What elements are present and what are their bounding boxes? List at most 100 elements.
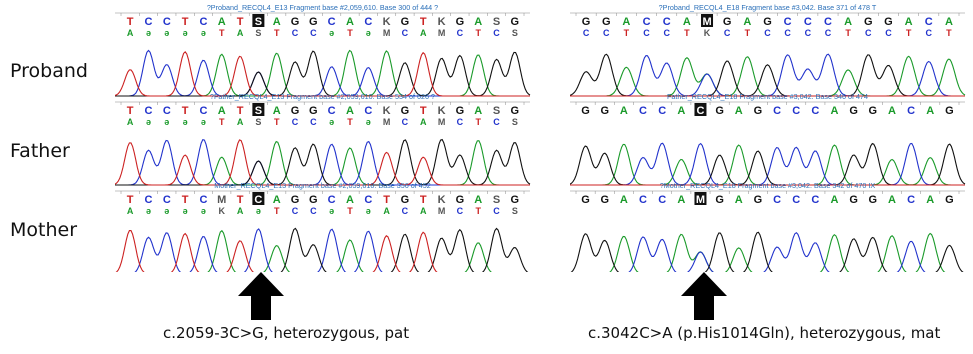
right-base-call: G bbox=[849, 194, 858, 206]
left-base-call: T bbox=[383, 194, 390, 206]
left-complement-call: ə bbox=[146, 206, 151, 216]
right-trace-0: ?Proband_RECQL4_E18 Fragment base #3,042… bbox=[570, 3, 966, 97]
left-channel-g-trace bbox=[280, 227, 529, 272]
right-trace-header: ?Mother_RECQL4_E18 Fragment base #3,042.… bbox=[660, 181, 876, 190]
right-base-call: A bbox=[620, 194, 628, 206]
left-base-call: A bbox=[474, 16, 482, 28]
left-complement-call: T bbox=[475, 117, 481, 127]
right-base-call: A bbox=[743, 16, 751, 28]
left-complement-call: ə bbox=[146, 117, 151, 127]
left-complement-call: S bbox=[255, 117, 261, 127]
left-base-call: S bbox=[255, 16, 262, 28]
left-complement-call: C bbox=[457, 206, 464, 216]
left-complement-call: A bbox=[237, 206, 244, 216]
left-complement-call: ə bbox=[183, 206, 188, 216]
left-base-call: K bbox=[438, 105, 446, 117]
left-complement-call: C bbox=[310, 206, 317, 216]
left-complement-call: C bbox=[493, 117, 500, 127]
left-complement-call: T bbox=[274, 28, 280, 38]
left-base-call: K bbox=[383, 105, 391, 117]
right-variant-caption: c.3042C>A (p.His1014Gln), heterozygous, … bbox=[588, 324, 941, 342]
left-channel-t-trace bbox=[115, 50, 530, 97]
right-base-call: A bbox=[926, 105, 934, 117]
left-complement-call: ə bbox=[201, 117, 206, 127]
left-complement-call: T bbox=[347, 206, 353, 216]
left-trace-header: ?Father_RECQL4_E13 Fragment base #2,059,… bbox=[210, 92, 435, 101]
left-base-call: T bbox=[237, 194, 244, 206]
left-base-call: T bbox=[127, 16, 134, 28]
left-complement-call: C bbox=[402, 206, 409, 216]
right-base-call: C bbox=[639, 194, 647, 206]
left-complement-call: ə bbox=[366, 117, 371, 127]
right-base-call: M bbox=[696, 194, 705, 206]
left-complement-call: ə bbox=[256, 206, 261, 216]
left-base-call: T bbox=[237, 16, 244, 28]
left-base-call: G bbox=[511, 194, 520, 206]
left-base-call: C bbox=[328, 194, 336, 206]
left-base-call: K bbox=[383, 16, 391, 28]
left-complement-call: S bbox=[255, 28, 261, 38]
right-channel-c-trace bbox=[570, 142, 965, 186]
right-base-call: G bbox=[715, 105, 724, 117]
row-label-father: Father bbox=[10, 140, 70, 162]
right-base-call: A bbox=[888, 105, 896, 117]
right-complement-call: C bbox=[724, 28, 731, 38]
right-base-call: G bbox=[581, 194, 590, 206]
left-complement-call: M bbox=[438, 117, 446, 127]
left-base-call: K bbox=[438, 16, 446, 28]
left-base-call: A bbox=[218, 105, 226, 117]
left-complement-call: T bbox=[274, 117, 280, 127]
right-base-call: C bbox=[925, 16, 933, 28]
left-base-call: T bbox=[182, 16, 189, 28]
right-base-call: G bbox=[864, 16, 873, 28]
left-complement-call: ə bbox=[164, 117, 169, 127]
right-base-call: A bbox=[622, 16, 630, 28]
right-base-call: G bbox=[602, 16, 611, 28]
left-complement-call: S bbox=[512, 28, 518, 38]
right-base-call: C bbox=[639, 105, 647, 117]
right-trace-1: Father_RECQL4_E18 Fragment base #3,042. … bbox=[570, 92, 966, 186]
right-base-call: C bbox=[696, 105, 704, 117]
right-base-call: G bbox=[763, 16, 772, 28]
right-base-call: A bbox=[735, 105, 743, 117]
left-base-call: C bbox=[364, 105, 372, 117]
left-complement-call: ə bbox=[183, 117, 188, 127]
right-complement-call: C bbox=[764, 28, 771, 38]
left-complement-call: ə bbox=[201, 28, 206, 38]
left-complement-call: ə bbox=[164, 206, 169, 216]
left-complement-call: A bbox=[127, 28, 134, 38]
right-complement-call: T bbox=[906, 28, 912, 38]
left-base-call: C bbox=[163, 16, 171, 28]
left-complement-call: ə bbox=[329, 206, 334, 216]
left-base-call: A bbox=[273, 16, 281, 28]
right-base-call: C bbox=[643, 16, 651, 28]
left-complement-call: M bbox=[383, 117, 391, 127]
right-base-call: A bbox=[888, 194, 896, 206]
left-base-call: G bbox=[309, 105, 318, 117]
right-base-call: G bbox=[849, 105, 858, 117]
right-base-call: C bbox=[773, 105, 781, 117]
right-base-call: G bbox=[754, 194, 763, 206]
right-trace-header: ?Proband_RECQL4_E18 Fragment base #3,042… bbox=[659, 3, 877, 12]
right-base-call: C bbox=[792, 194, 800, 206]
right-variant-marker bbox=[694, 192, 707, 205]
left-complement-call: C bbox=[310, 28, 317, 38]
left-base-call: S bbox=[255, 105, 262, 117]
left-complement-call: A bbox=[420, 117, 427, 127]
left-complement-call: ə bbox=[366, 28, 371, 38]
right-base-call: C bbox=[663, 16, 671, 28]
right-complement-call: C bbox=[583, 28, 590, 38]
right-complement-call: C bbox=[643, 28, 650, 38]
right-base-call: G bbox=[600, 194, 609, 206]
left-base-call: T bbox=[127, 105, 134, 117]
left-complement-call: ə bbox=[366, 206, 371, 216]
left-base-call: A bbox=[346, 194, 354, 206]
left-base-call: G bbox=[456, 194, 465, 206]
right-base-call: M bbox=[702, 16, 711, 28]
right-base-call: C bbox=[907, 105, 915, 117]
right-base-call: G bbox=[945, 194, 954, 206]
left-base-call: C bbox=[254, 194, 262, 206]
left-complement-call: A bbox=[420, 206, 427, 216]
row-label-proband: Proband bbox=[10, 60, 88, 82]
left-base-call: T bbox=[237, 105, 244, 117]
